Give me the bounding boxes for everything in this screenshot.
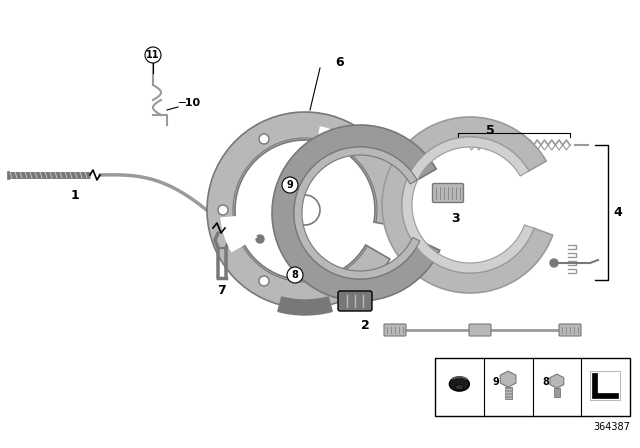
FancyBboxPatch shape — [559, 324, 581, 336]
Circle shape — [341, 276, 351, 286]
Bar — [554, 388, 560, 397]
Bar — [435, 358, 630, 416]
Wedge shape — [382, 117, 553, 293]
Text: 364387: 364387 — [593, 422, 630, 432]
Circle shape — [218, 205, 228, 215]
Text: ─10: ─10 — [178, 98, 200, 108]
Circle shape — [290, 195, 320, 225]
Wedge shape — [294, 147, 420, 279]
Circle shape — [353, 142, 363, 152]
Text: 9: 9 — [493, 377, 499, 387]
Ellipse shape — [449, 377, 469, 391]
FancyBboxPatch shape — [469, 324, 491, 336]
Bar — [589, 371, 620, 400]
Wedge shape — [207, 112, 403, 308]
Wedge shape — [278, 297, 332, 315]
Ellipse shape — [456, 384, 463, 390]
Text: 2: 2 — [360, 319, 369, 332]
Text: 8: 8 — [543, 377, 549, 387]
FancyBboxPatch shape — [384, 324, 406, 336]
Polygon shape — [500, 371, 516, 387]
Wedge shape — [402, 137, 534, 273]
Bar — [504, 387, 511, 399]
Text: 9: 9 — [287, 180, 293, 190]
Text: 6: 6 — [336, 56, 344, 69]
Text: 8: 8 — [292, 270, 298, 280]
Wedge shape — [314, 126, 360, 168]
Text: 5: 5 — [486, 124, 494, 137]
Circle shape — [550, 259, 558, 267]
Wedge shape — [272, 125, 440, 301]
Text: 3: 3 — [452, 211, 460, 224]
Polygon shape — [591, 373, 596, 393]
Text: 1: 1 — [70, 189, 79, 202]
Circle shape — [282, 177, 298, 193]
Circle shape — [287, 267, 303, 283]
Polygon shape — [550, 374, 564, 388]
FancyBboxPatch shape — [433, 184, 463, 202]
Text: 4: 4 — [614, 206, 622, 219]
Circle shape — [145, 47, 161, 63]
Circle shape — [259, 276, 269, 286]
Text: 7: 7 — [218, 284, 227, 297]
Wedge shape — [220, 215, 257, 253]
Text: 11: 11 — [147, 50, 160, 60]
Circle shape — [256, 235, 264, 243]
Circle shape — [259, 134, 269, 144]
FancyBboxPatch shape — [338, 291, 372, 311]
Polygon shape — [591, 393, 618, 398]
